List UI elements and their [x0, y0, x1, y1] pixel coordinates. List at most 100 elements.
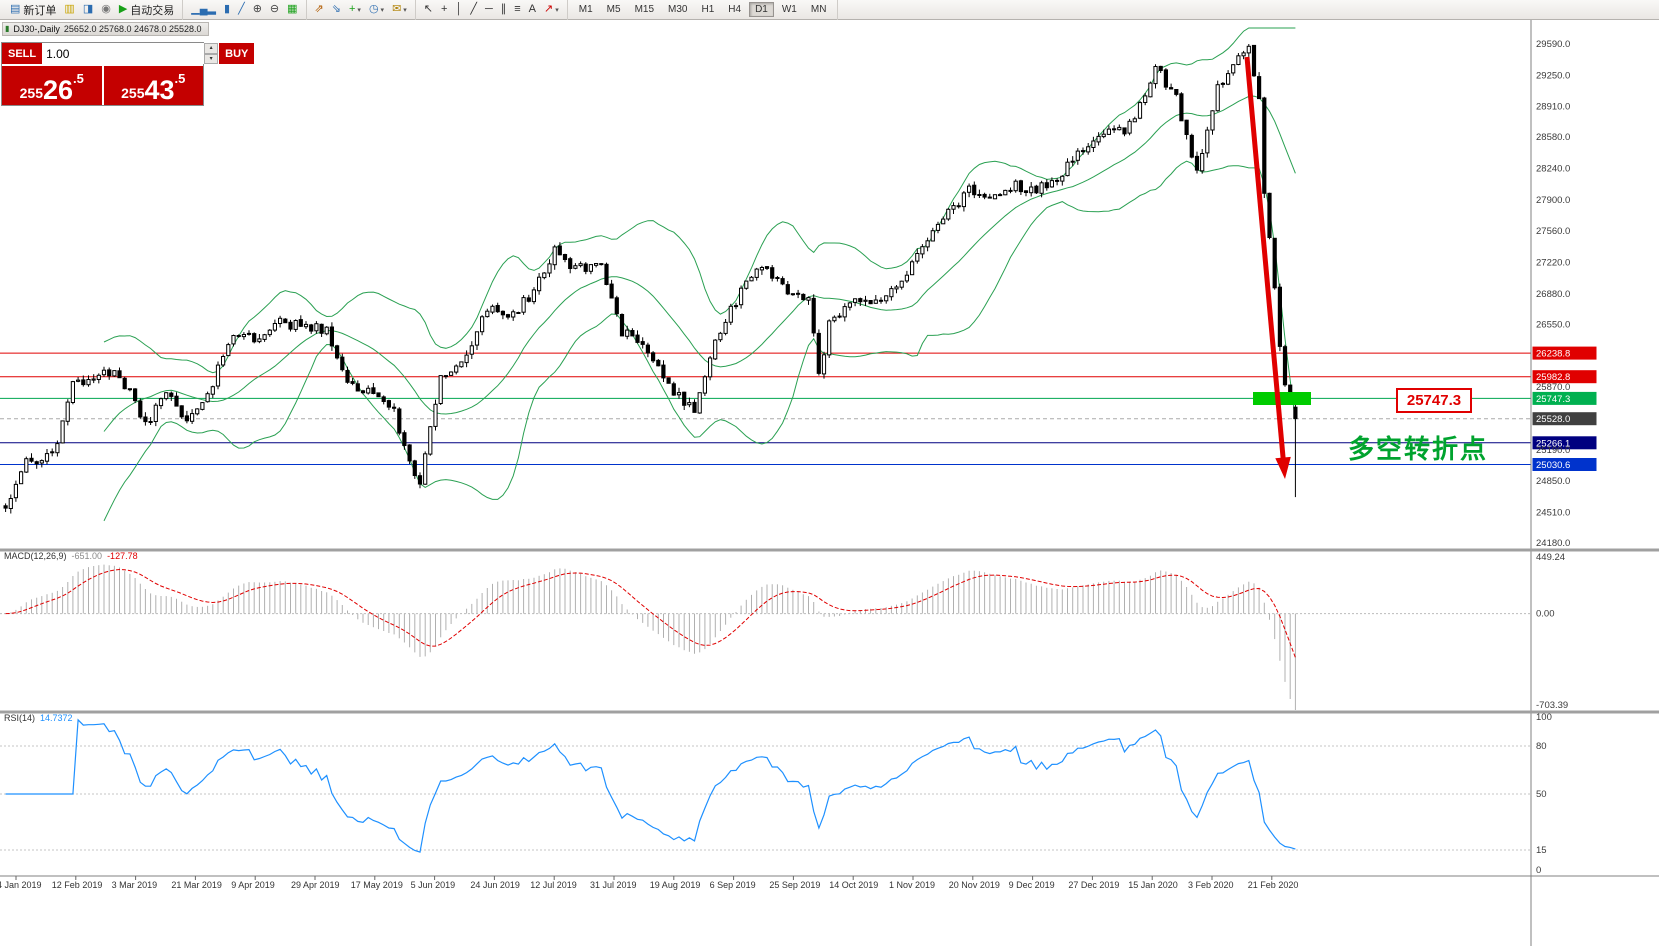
zoom-out-icon: ⊖: [269, 3, 280, 15]
price-scale-label: 28580.0: [1536, 132, 1570, 143]
zoom-out-button[interactable]: ⊖: [266, 0, 283, 20]
indicator-group: ⇗ ⇘ + ▾ ◷ ▾ ✉ ▾: [307, 0, 416, 20]
date-label: 5 Jun 2019: [411, 880, 456, 890]
timeframe-h1-button[interactable]: H1: [701, 4, 715, 15]
timeframe-m30-button[interactable]: M30: [668, 4, 688, 15]
rsi-scale-label: 15: [1536, 845, 1547, 856]
price-tag-label: 25747.3: [1536, 394, 1570, 405]
candlestick-series[interactable]: [3, 44, 1298, 514]
dropdown-arrow-icon[interactable]: ▾: [380, 6, 385, 14]
buy-price[interactable]: 255 43.5: [103, 66, 203, 106]
price-scale-label: 27900.0: [1536, 195, 1570, 206]
auto-trading-button[interactable]: ▶ 自动交易: [115, 0, 178, 20]
volume-down-button[interactable]: ▾: [204, 53, 219, 64]
timeframe-h4-button[interactable]: H4: [728, 4, 742, 15]
dropdown-arrow-icon[interactable]: ▾: [555, 6, 559, 14]
date-label: 24 Jan 2019: [0, 880, 42, 890]
bar-chart-button[interactable]: ▁▄▂: [187, 0, 220, 20]
channel-button[interactable]: ∥: [497, 0, 511, 20]
trade-prices-row: 255 26.5 255 43.5: [2, 64, 203, 105]
vertical-line-button[interactable]: │: [451, 0, 466, 20]
trendline-button[interactable]: ╱: [466, 0, 481, 20]
date-label: 3 Feb 2020: [1188, 880, 1234, 890]
sell-button[interactable]: SELL: [2, 43, 43, 64]
price-tag: [1532, 391, 1597, 405]
templates-button[interactable]: ✉ ▾: [388, 0, 411, 20]
timeframe-group: M1 M5 M15 M30 H1 H4 D1 W1 MN: [568, 0, 839, 20]
price-chart[interactable]: 29590.0 29250.0 28910.0 28580.0 28240.0 27900…: [0, 20, 1659, 946]
tile-windows-button[interactable]: ▦: [283, 0, 301, 20]
rsi-scale-label: 80: [1536, 741, 1547, 752]
chart-type-group: ▁▄▂ ▮ ╱ ⊕ ⊖ ▦: [183, 0, 307, 20]
chart-background: [0, 20, 1659, 946]
timeframe-mn-button[interactable]: MN: [810, 4, 827, 15]
candlestick-chart-icon: ▮: [224, 3, 231, 15]
timeframe-m1-button[interactable]: M1: [578, 4, 593, 15]
sell-price[interactable]: 255 26.5: [2, 66, 104, 105]
volume-control: ▴ ▾: [42, 43, 220, 64]
green-highlight-box[interactable]: [1253, 392, 1311, 405]
price-tag: [1532, 346, 1597, 360]
new-order-button[interactable]: ▤ 新订单: [6, 0, 60, 20]
market-sound-icon-icon: ◉: [101, 3, 111, 15]
data-window-icon[interactable]: ◨: [79, 0, 97, 20]
scale-column: [1531, 20, 1659, 946]
zoom-in-button[interactable]: ⊕: [249, 0, 266, 20]
candlestick-chart-button[interactable]: ▮: [220, 0, 234, 20]
timeframe-m5-button[interactable]: M5: [606, 4, 621, 15]
buy-price-prefix: 255: [121, 85, 145, 101]
templates-icon: ✉: [392, 3, 402, 15]
fibonacci-button[interactable]: ≡: [510, 0, 524, 20]
rsi-panel[interactable]: [0, 718, 1531, 853]
macd-panel[interactable]: [0, 564, 1531, 710]
indicators-button[interactable]: ⇗: [311, 0, 328, 20]
volume-up-button[interactable]: ▴: [204, 43, 219, 54]
timeframe-d1-button[interactable]: D1: [749, 2, 774, 17]
profiles-button[interactable]: ⇘: [328, 0, 345, 20]
timeframe-m15-button[interactable]: M15: [634, 4, 655, 15]
price-scale-label: 24510.0: [1536, 508, 1570, 519]
time-axis: 24 Jan 2019 12 Feb 2019 3 Mar 2019 21 Mar 2…: [0, 876, 1298, 890]
arrows-button[interactable]: ↗ ▾: [540, 0, 563, 20]
periods-button[interactable]: ◷ ▾: [365, 0, 388, 20]
crosshair-icon: +: [441, 3, 448, 15]
indicators-icon: ⇗: [314, 3, 324, 15]
crosshair-button[interactable]: +: [437, 0, 451, 20]
zoom-in-icon: ⊕: [252, 3, 262, 15]
date-label: 15 Jan 2020: [1128, 880, 1178, 890]
new-order-icon: ▤: [10, 3, 21, 15]
price-tag: [1532, 458, 1597, 471]
price-annotation-label[interactable]: 25747.3: [1396, 388, 1472, 413]
price-scale: 29590.0 29250.0 28910.0 28580.0 28240.0 27900…: [1532, 39, 1597, 549]
price-tag-label: 25266.1: [1536, 438, 1570, 449]
price-scale-label: 26880.0: [1536, 289, 1570, 300]
price-tag: [1532, 436, 1597, 450]
market-sound-icon[interactable]: ◉: [97, 0, 115, 20]
dropdown-arrow-icon[interactable]: ▾: [403, 6, 407, 14]
charts-window-icon[interactable]: ▥: [60, 0, 78, 20]
text-button[interactable]: A: [525, 0, 540, 20]
line-chart-button[interactable]: ╱: [234, 0, 249, 20]
buy-button[interactable]: BUY: [219, 43, 255, 64]
buy-price-big-digits: 43: [144, 75, 175, 106]
cursor-icon: ↖: [423, 3, 434, 15]
macd-scale-label: 0.00: [1536, 609, 1555, 620]
price-tag: [1532, 370, 1597, 384]
dropdown-arrow-icon[interactable]: ▾: [357, 6, 361, 14]
add-indicator-button[interactable]: + ▾: [345, 0, 365, 20]
date-label: 12 Jul 2019: [530, 880, 577, 890]
vertical-line-icon: │: [455, 3, 463, 15]
date-label: 6 Sep 2019: [710, 880, 756, 890]
red-trend-arrow[interactable]: [1244, 56, 1287, 469]
price-scale-label: 25190.0: [1536, 445, 1570, 456]
horizontal-line-button[interactable]: ─: [481, 0, 497, 20]
rsi-indicator-label: RSI(14) 14.7372: [4, 713, 73, 723]
cursor-button[interactable]: ↖: [420, 0, 437, 20]
timeframe-w1-button[interactable]: W1: [781, 4, 797, 15]
price-tag-label: 25528.0: [1536, 414, 1570, 425]
chart-caption: ▮ DJ30-,Daily 25652.0 25768.0 24678.0 25…: [2, 22, 209, 36]
volume-input[interactable]: [43, 43, 205, 64]
charts-window-icon-icon: ▥: [64, 3, 75, 15]
date-label: 24 Jun 2019: [470, 880, 520, 890]
